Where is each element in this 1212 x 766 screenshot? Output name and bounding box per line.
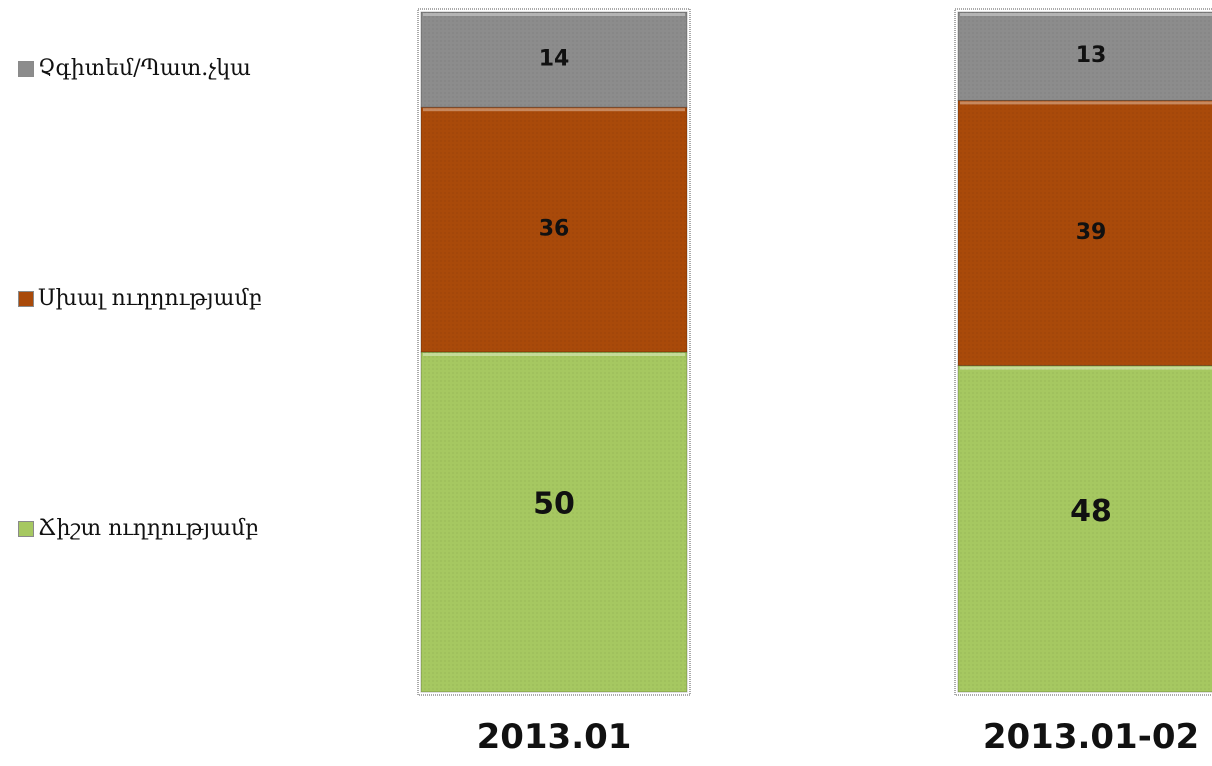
- legend-item-right-direction: Ճիշտ ուղղությամբ: [18, 516, 259, 541]
- bar-texture-wrong-direction-0: [421, 107, 687, 352]
- bar-highlight-right-direction-0: [423, 353, 685, 356]
- bars-layer: [417, 8, 1212, 696]
- data-label-wrong-direction-1: 39: [1076, 220, 1107, 245]
- bar-texture-dont-know-0: [421, 12, 687, 108]
- legend-label-wrong-direction: Սխալ ուղղությամբ: [38, 286, 263, 311]
- bar-frame-0: [417, 8, 691, 696]
- data-label-dont-know-0: 14: [539, 47, 570, 72]
- bar-texture-right-direction-0: [421, 352, 687, 692]
- bar-texture-right-direction-1: [958, 365, 1212, 692]
- bar-texture-wrong-direction-1: [958, 100, 1212, 366]
- legend-item-wrong-direction: Սխալ ուղղությամբ: [18, 286, 262, 311]
- data-label-right-direction-1: 48: [1070, 494, 1112, 529]
- bar-texture-dont-know-1: [958, 12, 1212, 101]
- bar-highlight-wrong-direction-1: [960, 101, 1212, 105]
- category-label-0: 2013.01: [477, 717, 632, 757]
- data-label-dont-know-1: 13: [1076, 43, 1107, 68]
- category-label-1: 2013.01-02: [983, 717, 1199, 757]
- bar-highlight-dont-know-1: [960, 13, 1212, 16]
- bar-highlight-dont-know-0: [423, 13, 685, 16]
- labels-layer: 50 36 14 2013.01 48 39 13 2013.01-02: [477, 43, 1200, 757]
- bar-frame-1: [954, 8, 1212, 696]
- legend-swatch-right-direction: [18, 520, 34, 537]
- legend-label-dont-know: Չգիտեմ/Պատ.չկա: [38, 56, 251, 81]
- legend-label-right-direction: Ճիշտ ուղղությամբ: [38, 516, 259, 541]
- legend: Չգիտեմ/Պատ.չկա Սխալ ուղղությամբ Ճիշտ ուղ…: [18, 0, 378, 766]
- data-label-wrong-direction-0: 36: [539, 217, 570, 242]
- bar-highlight-wrong-direction-0: [423, 108, 685, 112]
- data-label-right-direction-0: 50: [533, 487, 575, 522]
- legend-item-dont-know: Չգիտեմ/Պատ.չկա: [18, 56, 251, 81]
- bar-highlight-right-direction-1: [960, 366, 1212, 370]
- legend-swatch-wrong-direction: [18, 290, 34, 307]
- legend-swatch-dont-know: [18, 60, 34, 77]
